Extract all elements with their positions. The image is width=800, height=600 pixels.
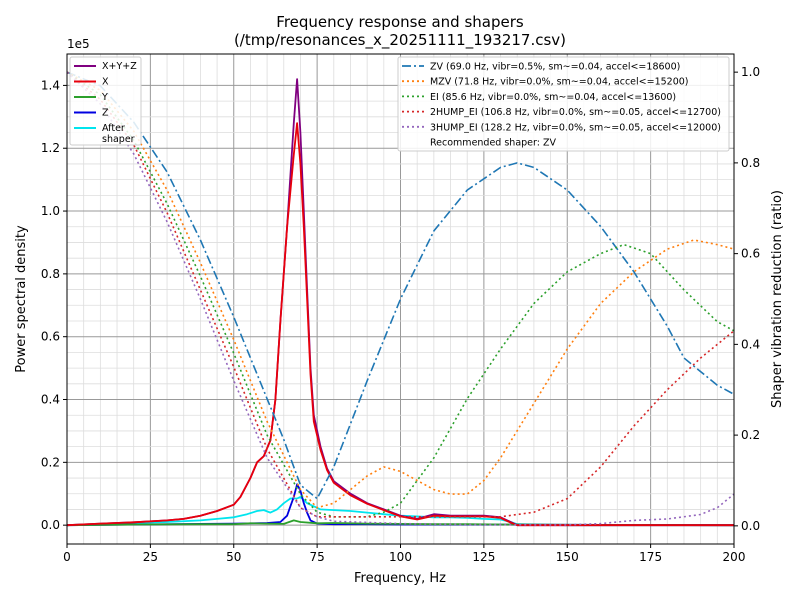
x-tick-label: 25 — [143, 550, 158, 564]
legend-label-zv: ZV (69.0 Hz, vibr=0.5%, sm~=0.04, accel<… — [430, 62, 680, 73]
y2-tick-label: 0.6 — [741, 247, 760, 261]
chart-title: Frequency response and shapers — [276, 13, 524, 31]
y-tick-label: 0.0 — [41, 518, 60, 532]
legend-label-z: Z — [102, 108, 109, 119]
chart-subtitle: (/tmp/resonances_x_20251111_193217.csv) — [234, 31, 566, 50]
series-line-3hump-ei — [66, 71, 735, 526]
y-axis-label: Power spectral density — [14, 225, 29, 373]
x-tick-label: 75 — [309, 550, 324, 564]
series-line-ei — [66, 71, 735, 518]
series-line-mzv — [66, 71, 735, 509]
y-tick-label: 0.8 — [41, 267, 60, 281]
legend-label-x: X — [102, 77, 109, 88]
series-line-after-shaper — [66, 495, 734, 527]
series-line-x — [66, 122, 734, 527]
x-tick-label: 100 — [389, 550, 412, 564]
x-tick-label: 0 — [63, 550, 71, 564]
legend-label-2hump-ei: 2HUMP_EI (106.8 Hz, vibr=0.0%, sm~=0.05,… — [430, 107, 721, 118]
x-tick-label: 200 — [723, 550, 746, 564]
y-tick-label: 0.4 — [41, 393, 60, 407]
y2-axis-label: Shaper vibration reduction (ratio) — [770, 190, 785, 408]
y-tick-label: 0.2 — [41, 455, 60, 469]
psd-legend-box — [69, 56, 142, 146]
y-tick-label: 1.2 — [41, 141, 60, 155]
y-axis-multiplier: 1e5 — [67, 37, 90, 51]
legend-label-after-shaper: After shaper — [102, 123, 135, 145]
series-line-zv — [66, 71, 735, 500]
psd-legend: X+Y+Z XYZ After shaper — [69, 56, 142, 146]
legend-label-ei: EI (85.6 Hz, vibr=0.0%, sm~=0.04, accel<… — [430, 92, 676, 103]
y2-tick-label: 1.0 — [741, 65, 760, 79]
shaper-legend-box — [397, 56, 730, 152]
y-tick-label: 1.0 — [41, 204, 60, 218]
y2-tick-label: 0.4 — [741, 337, 760, 351]
x-tick-label: 150 — [556, 550, 579, 564]
y-tick-label: 0.6 — [41, 330, 60, 344]
y2-tick-label: 0.8 — [741, 156, 760, 170]
y2-axis-ticks: 0.0 0.2 0.4 0.6 0.8 1.0 — [734, 65, 760, 533]
x-tick-label: 125 — [472, 550, 495, 564]
y-tick-label: 1.4 — [41, 78, 60, 92]
y2-tick-label: 0.0 — [741, 519, 760, 533]
x-axis-label: Frequency, Hz — [354, 571, 446, 586]
shaper-series-layer — [66, 71, 735, 526]
legend-label-x-y-z: X+Y+Z — [102, 61, 137, 72]
x-tick-label: 50 — [226, 550, 241, 564]
recommended-shaper-label: Recommended shaper: ZV — [430, 138, 556, 149]
x-tick-label: 175 — [639, 550, 662, 564]
y-axis-ticks: 0.0 0.2 0.4 0.6 0.8 1.0 1.2 1.4 — [41, 78, 67, 532]
x-axis-ticks: 0 25 50 75 100 125 150 175 200 — [63, 544, 745, 564]
legend-label-y: Y — [101, 92, 108, 103]
series-line-y — [66, 519, 735, 527]
legend-label-mzv: MZV (71.8 Hz, vibr=0.0%, sm~=0.04, accel… — [430, 77, 689, 88]
legend-label-3hump-ei: 3HUMP_EI (128.2 Hz, vibr=0.0%, sm~=0.05,… — [430, 122, 721, 133]
shaper-legend: ZV (69.0 Hz, vibr=0.5%, sm~=0.04, accel<… — [397, 56, 730, 152]
y2-tick-label: 0.2 — [741, 428, 760, 442]
